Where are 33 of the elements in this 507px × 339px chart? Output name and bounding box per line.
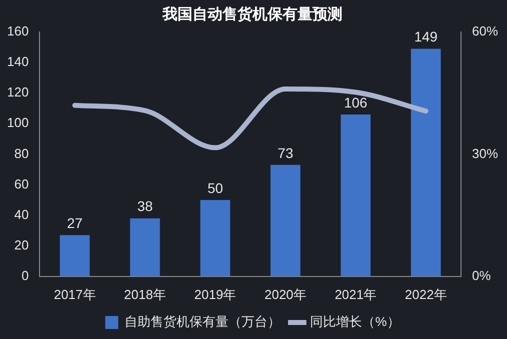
- x-tick-label: 2021年: [334, 286, 377, 302]
- y-tick-label: 120: [6, 84, 29, 100]
- bar: [60, 235, 90, 276]
- data-label: 50: [207, 180, 224, 196]
- y-tick-label: 0: [21, 268, 29, 283]
- data-label: 38: [137, 198, 154, 214]
- chart-title: 我国自动售货机保有量预测: [162, 4, 342, 23]
- bar: [130, 218, 160, 276]
- data-label: 73: [278, 144, 294, 161]
- y-tick-label: 80: [14, 146, 29, 161]
- x-tick-label: 2018年: [124, 286, 166, 302]
- x-tick-label: 2020年: [264, 286, 306, 302]
- data-label: 106: [344, 94, 368, 110]
- bar: [270, 164, 300, 276]
- bar: [340, 114, 371, 276]
- bar: [410, 48, 441, 276]
- legend-label: 同比增长（%）: [310, 314, 400, 330]
- bar: [200, 200, 230, 276]
- data-label: 27: [67, 215, 83, 232]
- y2-tick-label: 60%: [472, 24, 498, 39]
- x-tick-label: 2019年: [194, 286, 236, 302]
- x-tick-label: 2022年: [404, 286, 447, 302]
- y-tick-label: 160: [6, 24, 29, 39]
- y-tick-label: 60: [14, 176, 29, 192]
- y-tick-label: 140: [6, 54, 29, 70]
- data-label: 149: [414, 28, 438, 45]
- x-tick-label: 2017年: [54, 286, 96, 302]
- y2-tick-label: 0%: [472, 268, 492, 283]
- y-tick-label: 40: [14, 206, 29, 222]
- y-tick-label: 100: [6, 115, 29, 130]
- y-tick-label: 20: [14, 237, 29, 252]
- legend-label: 自助售货机保有量（万台）: [124, 314, 281, 330]
- y2-tick-label: 30%: [472, 146, 498, 161]
